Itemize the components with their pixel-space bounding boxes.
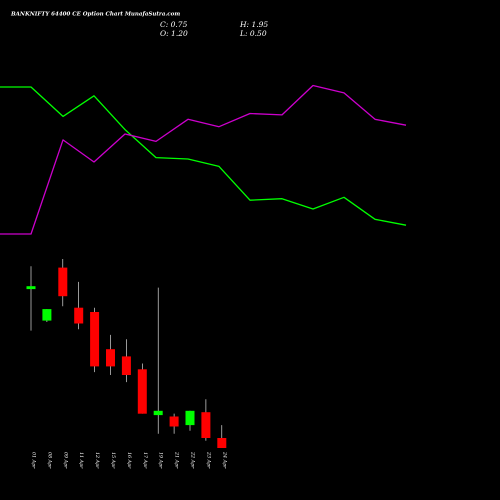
x-tick-label: 17 Apr — [142, 452, 148, 469]
indicator-line-2 — [0, 84, 407, 235]
bearish-candle — [106, 349, 115, 367]
bearish-candle — [90, 312, 100, 367]
bearish-candle — [58, 267, 68, 297]
open-value: O: 1.20 — [160, 29, 188, 38]
bearish-candle — [201, 412, 211, 438]
x-tick-label: 12 Apr — [94, 452, 100, 469]
x-tick-label: 01 Apr — [31, 452, 37, 469]
bullish-candle — [185, 410, 195, 426]
bullish-candle — [42, 309, 52, 321]
bearish-candle — [217, 438, 227, 448]
x-tick-label: 11 Apr — [78, 452, 84, 469]
high-value: H: 1.95 — [239, 20, 268, 29]
x-axis-ticks: 01 Apr 08 Apr 09 Apr 11 Apr 12 Apr 15 Apr 16 A… — [31, 451, 228, 469]
x-tick-label: 24 Apr — [221, 451, 227, 469]
x-tick-label: 08 Apr — [46, 452, 52, 469]
indicator-line-1 — [0, 86, 407, 226]
bearish-candle — [169, 416, 179, 427]
bearish-candle — [121, 356, 131, 375]
indicator-lines — [0, 84, 407, 235]
candlestick-series — [26, 259, 227, 448]
low-value: L: 0.50 — [239, 29, 267, 38]
chart-title: BANKNIFTY 64400 CE Option Chart MunafaSu… — [10, 12, 180, 18]
x-tick-label: 16 Apr — [126, 452, 132, 469]
bearish-candle — [74, 307, 84, 324]
x-tick-label: 15 Apr — [110, 452, 116, 469]
x-tick-label: 09 Apr — [62, 452, 68, 469]
x-tick-label: 23 Apr — [205, 451, 211, 469]
bullish-candle — [26, 286, 36, 290]
bullish-candle — [153, 410, 163, 416]
x-tick-label: 22 Apr — [190, 451, 196, 469]
close-value: C: 0.75 — [160, 20, 188, 29]
x-tick-label: 19 Apr — [158, 452, 164, 469]
x-tick-label: 21 Apr — [174, 451, 180, 469]
bearish-candle — [137, 369, 147, 414]
